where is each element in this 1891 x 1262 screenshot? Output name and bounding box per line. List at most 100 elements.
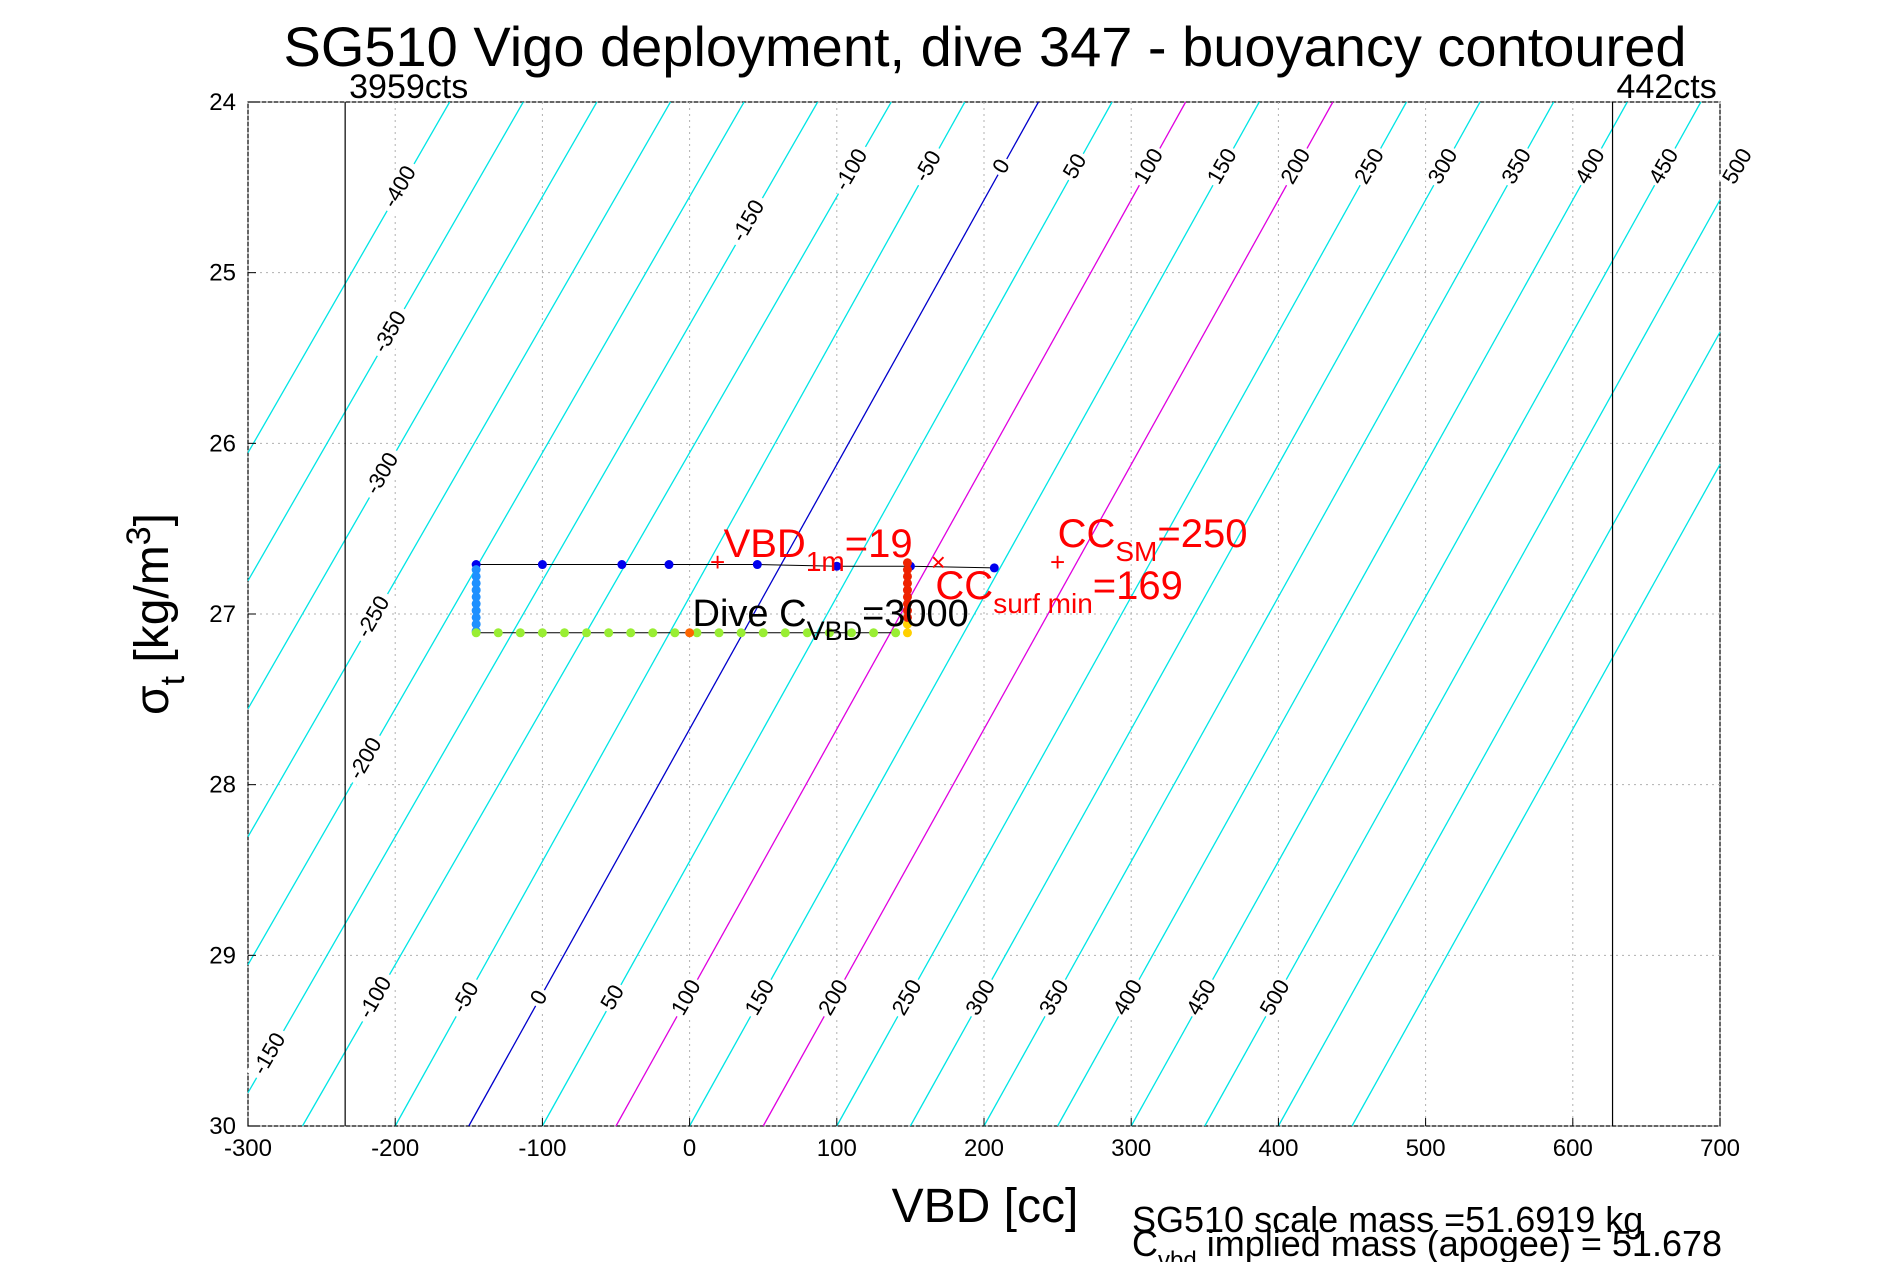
contour-line	[1351, 464, 1721, 1127]
annotation-label-sub: 1m	[806, 546, 845, 577]
data-point	[902, 585, 912, 595]
contour-line	[909, 101, 1481, 1127]
contour-label-background	[1496, 142, 1539, 192]
contour-label-background	[525, 984, 555, 1012]
data-point	[847, 628, 857, 638]
x-tick-label: -300	[224, 1135, 272, 1162]
annotation-label: CCSM=250	[1058, 512, 1248, 567]
y-axis-label: σt [kg/m3]	[120, 513, 192, 715]
data-point	[670, 628, 680, 638]
contour-label-background	[666, 973, 709, 1023]
footer-scale-mass: SG510 scale mass =51.6919 kg	[1132, 1199, 1643, 1240]
contour-line	[689, 101, 1260, 1127]
data-point	[869, 628, 879, 638]
y-axis-label-base: σ	[126, 685, 179, 715]
footer-implied-mass-sub: vbd	[1158, 1247, 1197, 1262]
data-point	[685, 628, 695, 638]
data-point	[471, 578, 481, 588]
footer-implied-mass-tail: implied mass (apogee) = 51.678	[1197, 1223, 1722, 1262]
contour-label-background	[342, 729, 391, 789]
annotation-label-tail: =169	[1093, 564, 1183, 608]
data-point	[537, 628, 547, 638]
data-point	[902, 558, 912, 568]
y-axis-label-unit: [kg/m	[126, 545, 179, 676]
y-axis-label-sup: 3	[120, 526, 158, 545]
contour-line	[301, 101, 892, 1127]
contour-label-background	[366, 303, 415, 362]
contour-label-background	[376, 157, 425, 217]
annotation-label: CCsurf min=169	[935, 564, 1182, 619]
data-point	[902, 606, 912, 616]
data-point	[493, 628, 503, 638]
annotation-label-sub: surf min	[993, 588, 1093, 619]
contour-line	[247, 101, 745, 966]
data-points	[471, 558, 999, 638]
contour-line	[1277, 331, 1721, 1127]
annotation-label-base: CC	[935, 564, 993, 608]
contour-label-background	[1255, 973, 1297, 1023]
y-tick-label: 26	[209, 430, 236, 457]
data-point	[736, 628, 746, 638]
data-point	[902, 612, 912, 622]
data-point	[471, 606, 481, 616]
y-tick-label: 27	[209, 601, 236, 628]
data-point	[617, 560, 627, 570]
data-point	[832, 561, 842, 571]
contour-label-background	[828, 140, 876, 200]
contour-label-background	[987, 153, 1018, 181]
contour-label-background	[1643, 142, 1686, 192]
contour-label-background	[1107, 973, 1150, 1023]
x-axis-label: VBD [cc]	[892, 1180, 1079, 1233]
contour-line	[247, 101, 672, 838]
contour-line	[615, 101, 1187, 1127]
dive-trace-line	[476, 564, 995, 569]
contour-label-background	[739, 973, 782, 1023]
x-tick-label: 100	[817, 1135, 857, 1162]
data-point	[559, 628, 569, 638]
data-point	[891, 628, 901, 638]
contour-label-background	[960, 973, 1003, 1023]
contour-line	[1204, 199, 1721, 1127]
contour-label-background	[1423, 142, 1465, 192]
y-tick-label: 24	[209, 89, 236, 116]
contour-line	[541, 101, 1113, 1127]
contour-label-background	[725, 192, 773, 251]
contour-line	[247, 101, 451, 454]
annotation-label-base: CC	[1058, 512, 1116, 556]
vbd-limit-lines: 3959cts 442cts	[344, 68, 1717, 1126]
data-point	[664, 560, 674, 570]
annotation-label: VBD1m=19	[724, 522, 913, 577]
contour-label-background	[445, 973, 488, 1023]
contour-line	[1057, 101, 1628, 1127]
y-tick-label: 30	[209, 1113, 236, 1140]
data-point	[515, 628, 525, 638]
x-tick-label: 700	[1700, 1135, 1740, 1162]
axis-ticks: -300 -200 -100 0 100 200 300 400 500 600 700 24 25 26…	[209, 89, 1740, 1162]
contour-line	[1130, 101, 1702, 1127]
data-point	[758, 628, 768, 638]
data-point	[780, 628, 790, 638]
data-point	[692, 628, 702, 638]
annotation-marker: +	[1050, 547, 1065, 577]
annotation-marker: ×	[931, 547, 946, 577]
annotation-label-tail: =19	[845, 522, 913, 566]
data-point	[604, 628, 614, 638]
x-tick-label: 300	[1111, 1135, 1151, 1162]
contour-label-background	[813, 973, 856, 1023]
data-point	[582, 628, 592, 638]
contour-label-background	[359, 444, 407, 504]
data-point	[902, 628, 912, 638]
data-point	[626, 628, 636, 638]
data-point	[752, 560, 762, 570]
annotation-label-sub: SM	[1115, 536, 1157, 567]
x-tick-label: 600	[1553, 1135, 1593, 1162]
annotation-label-base: VBD	[724, 522, 806, 566]
annotation-label-tail: =3000	[862, 593, 969, 635]
annotation-label-sub: VBD	[807, 616, 863, 646]
data-point	[902, 619, 912, 629]
data-point	[471, 571, 481, 581]
contour-label-background	[1128, 142, 1171, 192]
annotation-marker: +	[710, 547, 725, 577]
annotation-label-base: Dive C	[693, 593, 807, 635]
